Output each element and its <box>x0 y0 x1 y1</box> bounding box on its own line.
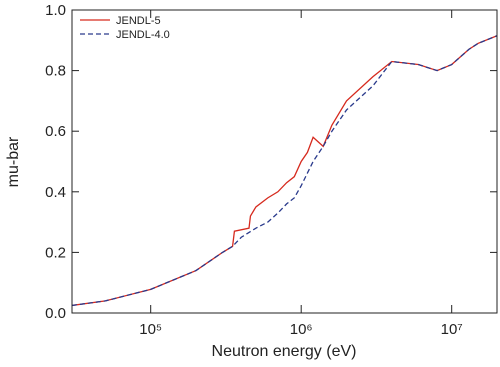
x-axis-title: Neutron energy (eV) <box>212 343 357 360</box>
y-tick-label: 0.6 <box>45 123 66 140</box>
x-tick-label: 10⁷ <box>441 321 463 338</box>
legend-label: JENDL-4.0 <box>116 29 170 41</box>
line-series <box>71 35 498 307</box>
legend-label: JENDL-5 <box>116 15 161 27</box>
y-tick-label: 0.8 <box>45 63 66 80</box>
y-tick-label: 0.2 <box>45 244 66 261</box>
line-series <box>71 35 498 307</box>
y-tick-label: 0.4 <box>45 184 66 201</box>
x-tick-label: 10⁵ <box>139 321 162 338</box>
y-axis-title: mu-bar <box>5 136 22 187</box>
y-tick-label: 1.0 <box>45 2 66 19</box>
x-tick-label: 10⁶ <box>290 321 313 338</box>
plot-frame <box>71 9 498 314</box>
y-tick-label: 0.0 <box>45 305 66 322</box>
